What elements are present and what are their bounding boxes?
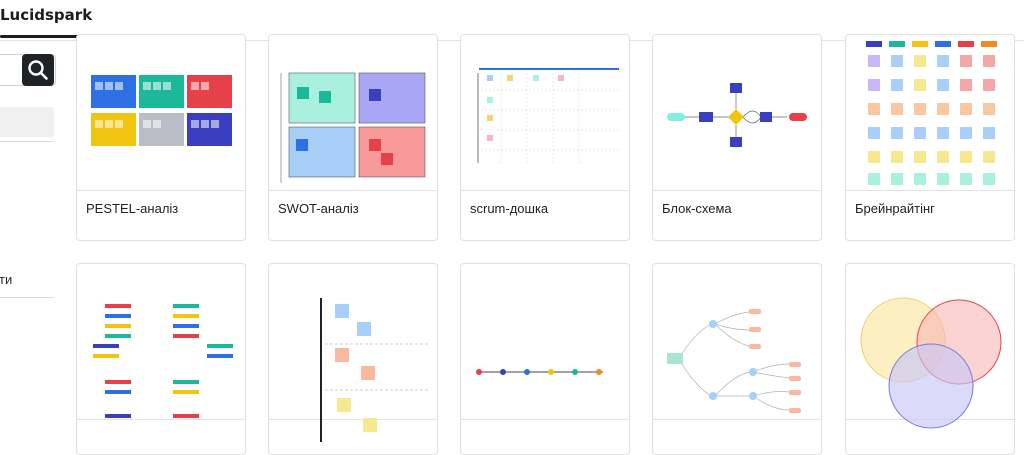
sidebar-divider: [0, 297, 54, 298]
template-name: SWOT-аналіз: [278, 201, 359, 216]
template-thumbnail: [846, 264, 1014, 429]
template-name: Брейнрайтінг: [855, 201, 935, 216]
template-card-timeline[interactable]: [460, 263, 630, 455]
template-card-priority[interactable]: [268, 263, 438, 455]
template-thumbnail: [77, 264, 245, 420]
sidebar-item-label[interactable]: ти: [0, 272, 13, 287]
sidebar-divider: [0, 141, 54, 142]
template-card-swot[interactable]: SWOT-аналіз: [268, 34, 438, 241]
template-card-flowchart[interactable]: Блок-схема: [652, 34, 822, 241]
template-card-brainwriting[interactable]: Брейнрайтінг: [845, 34, 1015, 241]
template-thumbnail: [269, 35, 437, 191]
template-thumbnail: [846, 35, 1014, 191]
template-thumbnail: [77, 35, 245, 191]
template-thumbnail: [461, 264, 629, 420]
template-card-grid[interactable]: [76, 263, 246, 455]
template-thumbnail: [653, 35, 821, 191]
search-icon: [28, 60, 48, 80]
template-card-pestel[interactable]: PESTEL-аналіз: [76, 34, 246, 241]
template-name: PESTEL-аналіз: [86, 201, 179, 216]
tab-lucidspark[interactable]: Lucidspark: [0, 0, 92, 38]
active-tab-indicator: [0, 35, 84, 38]
template-name: Блок-схема: [662, 201, 732, 216]
template-thumbnail: [653, 264, 821, 420]
sidebar-item-selected[interactable]: [0, 107, 54, 137]
template-thumbnail: [269, 264, 437, 442]
template-card-scrum[interactable]: scrum-дошка: [460, 34, 630, 241]
template-thumbnail: [461, 35, 629, 191]
tab-lucidspark-label: Lucidspark: [0, 6, 93, 24]
template-card-venn[interactable]: [845, 263, 1015, 455]
template-card-mindmap[interactable]: [652, 263, 822, 455]
search-button[interactable]: [22, 54, 54, 86]
template-name: scrum-дошка: [470, 201, 549, 216]
